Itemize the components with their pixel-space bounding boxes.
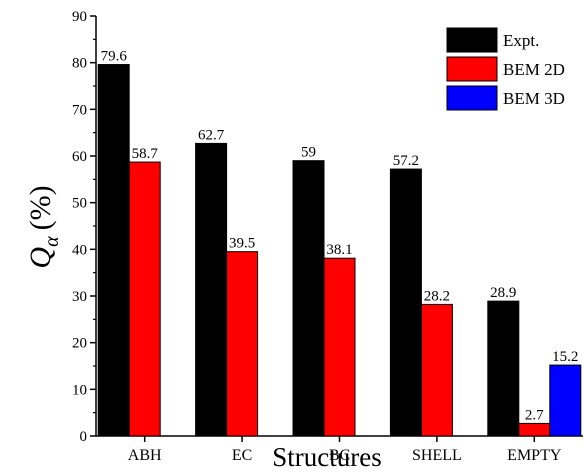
bar-expt-abh: [97, 64, 130, 437]
y-tick-label: 90: [72, 9, 87, 25]
y-axis-title-subscript: α: [41, 236, 63, 247]
bar-bem-2d-abh: [128, 161, 161, 437]
legend-swatch: [446, 27, 498, 53]
bar-bem-3d-empty: [549, 364, 582, 437]
x-tick-label: EMPTY: [507, 447, 562, 464]
y-tick-label: 50: [72, 196, 87, 212]
bar-value-label: 28.2: [424, 288, 450, 304]
y-axis: 0 10 20 30 40 50 60 70 80 90: [72, 9, 97, 445]
bar-bem-2d-shell: [420, 303, 453, 437]
bar-bem-2d-bc: [323, 257, 356, 437]
legend-label: Expt.: [503, 31, 539, 50]
x-tick-label: EC: [232, 447, 252, 464]
bar-expt-ec: [195, 142, 228, 437]
bar-value-label: 2.7: [525, 407, 544, 423]
y-axis-title-symbol: Q: [24, 247, 57, 269]
bar-value-label: 57.2: [393, 153, 419, 169]
bar-expt-empty: [487, 300, 520, 437]
x-tick-label: ABH: [128, 447, 162, 464]
bar-value-label: 79.6: [101, 49, 128, 65]
bar-bem-2d-ec: [226, 251, 259, 437]
bars: [97, 64, 582, 437]
x-axis-title: Structures: [272, 442, 381, 472]
y-tick-label: 40: [72, 242, 87, 258]
legend-swatch: [446, 56, 498, 82]
y-axis-title-unit: (%): [24, 185, 57, 230]
x-tick-label: BC: [329, 447, 350, 464]
y-axis-title: Qα (%): [24, 185, 63, 268]
value-labels: 79.6 62.7 59 57.2 28.9 58.7 39.5 38.1 28.2 2.7 15.…: [101, 49, 579, 424]
bar-value-label: 15.2: [552, 349, 578, 365]
legend: Expt. BEM 2D BEM 3D: [446, 27, 565, 111]
y-tick-label: 0: [80, 429, 88, 445]
y-tick-label: 60: [72, 149, 87, 165]
bar-value-label: 62.7: [198, 127, 225, 143]
bar-value-label: 28.9: [490, 285, 516, 301]
y-tick-label: 80: [72, 56, 87, 72]
x-tick-label: SHELL: [412, 447, 462, 464]
bar-expt-shell: [389, 168, 422, 437]
bar-bem-2d-empty: [518, 422, 551, 437]
bar-value-label: 59: [301, 145, 316, 161]
y-tick-label: 70: [72, 102, 87, 118]
y-tick-label: 30: [72, 289, 87, 305]
bar-value-label: 58.7: [132, 146, 159, 162]
y-tick-label: 10: [72, 382, 87, 398]
bar-value-label: 39.5: [229, 236, 255, 252]
bar-value-label: 38.1: [326, 242, 352, 258]
legend-swatch: [446, 85, 498, 111]
legend-label: BEM 3D: [503, 89, 565, 108]
y-tick-label: 20: [72, 336, 87, 352]
legend-label: BEM 2D: [503, 60, 565, 79]
bar-expt-bc: [292, 160, 325, 437]
